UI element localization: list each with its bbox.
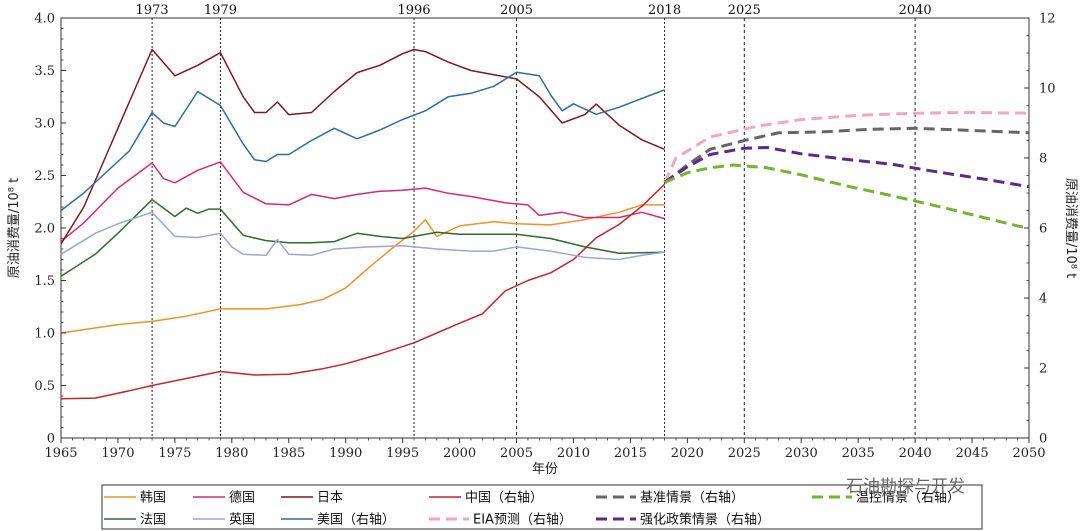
y-axis-right: 0 2 4 6 8 10 12: [1024, 12, 1056, 447]
y-right-tick-label-12: 12: [1039, 12, 1056, 27]
x-tick-label-2010: 2010: [557, 446, 590, 461]
x-tick-label-1965: 1965: [44, 446, 77, 461]
legend-label-1-1: 英国: [229, 513, 255, 528]
legend-label-1-0: 法国: [140, 513, 166, 528]
series-line-1: [60, 204, 665, 334]
y-right-tick-label-2: 2: [1039, 362, 1047, 377]
reference-year-lines: 1973 1979 1996 2005 2018 2025 2040: [136, 3, 932, 438]
reference-label-1973: 1973: [136, 3, 169, 18]
legend-label-1-3: EIA预测（右轴）: [473, 513, 572, 528]
legend-label-0-2: 日本: [317, 491, 343, 506]
legend: 韩国 德国 日本 中国（右轴） 基准情景（右轴） 温控情景（右轴） 法国 英国 美国（右轴） EI…: [101, 484, 983, 530]
series-line-9: [663, 126, 1030, 184]
x-axis: 1965 1970 1975 1980 1985 1990 1995 2000 2005 2010…: [44, 438, 1046, 461]
y-left-tick-label-3.0: 3.0: [34, 117, 55, 132]
watermark-text: 石油勘探与开发: [846, 477, 965, 497]
legend-label-0-3: 中国（右轴）: [465, 491, 543, 506]
y-right-tick-label-10: 10: [1039, 82, 1056, 97]
series-line-4: [60, 183, 666, 400]
legend-label-0-4: 基准情景（右轴）: [640, 491, 744, 506]
series-line-3: [60, 48, 665, 245]
series-line-8: [663, 111, 1030, 184]
reference-label-2040: 2040: [899, 3, 932, 18]
series-line-2: [60, 161, 665, 243]
x-tick-label-2050: 2050: [1012, 446, 1045, 461]
series-layer: [60, 48, 1030, 400]
y-right-tick-label-6: 6: [1039, 222, 1047, 237]
reference-label-2018: 2018: [648, 3, 681, 18]
series-line-6: [60, 211, 665, 261]
y-right-tick-label-8: 8: [1039, 152, 1047, 167]
y-axis-left: 0 0.5 1.0 1.5 2.0 2.5 3.0 3.5 4.0: [34, 12, 66, 447]
x-tick-label-2020: 2020: [671, 446, 704, 461]
x-tick-label-2040: 2040: [899, 446, 932, 461]
reference-label-1979: 1979: [204, 3, 237, 18]
x-tick-label-1995: 1995: [386, 446, 419, 461]
series-line-10: [663, 146, 1030, 189]
y-left-tick-label-0.5: 0.5: [34, 379, 55, 394]
series-line-5: [60, 198, 665, 277]
legend-box: [101, 484, 983, 530]
legend-label-1-4: 强化政策情景（右轴）: [640, 512, 770, 528]
y-left-tick-label-0: 0: [47, 432, 55, 447]
legend-label-1-2: 美国（右轴）: [317, 513, 395, 528]
legend-label-0-0: 韩国: [140, 491, 166, 506]
series-line-11: [664, 163, 1030, 231]
legend-label-0-5: 温控情景（右轴）: [856, 491, 960, 506]
y-axis-left-title: 原油消费量/10⁸ t: [7, 178, 22, 278]
y-left-tick-label-1.0: 1.0: [34, 327, 55, 342]
x-tick-label-1980: 1980: [215, 446, 248, 461]
x-tick-label-2015: 2015: [614, 446, 647, 461]
reference-label-2025: 2025: [728, 3, 761, 18]
x-tick-label-2000: 2000: [443, 446, 476, 461]
y-left-tick-label-4.0: 4.0: [34, 12, 55, 27]
x-axis-title: 年份: [532, 462, 558, 477]
x-tick-label-1970: 1970: [101, 446, 134, 461]
y-right-tick-label-4: 4: [1039, 292, 1047, 307]
y-right-tick-label-0: 0: [1039, 432, 1047, 447]
y-left-tick-label-1.5: 1.5: [34, 274, 55, 289]
legend-label-0-1: 德国: [229, 491, 255, 506]
y-axis-right-title: 原油消费量/10⁸ t: [1063, 178, 1078, 278]
x-tick-label-1985: 1985: [272, 446, 305, 461]
y-left-tick-label-3.5: 3.5: [34, 64, 55, 79]
x-tick-label-2030: 2030: [785, 446, 818, 461]
reference-label-2005: 2005: [500, 3, 533, 18]
reference-label-1996: 1996: [397, 3, 430, 18]
x-tick-label-1975: 1975: [158, 446, 191, 461]
x-tick-label-2035: 2035: [842, 446, 875, 461]
x-tick-label-2005: 2005: [500, 446, 533, 461]
x-tick-label-1990: 1990: [329, 446, 362, 461]
y-left-tick-label-2.5: 2.5: [34, 169, 55, 184]
x-tick-label-2045: 2045: [956, 446, 989, 461]
y-left-tick-label-2.0: 2.0: [34, 222, 55, 237]
x-tick-label-2025: 2025: [728, 446, 761, 461]
series-line-7: [60, 71, 665, 212]
